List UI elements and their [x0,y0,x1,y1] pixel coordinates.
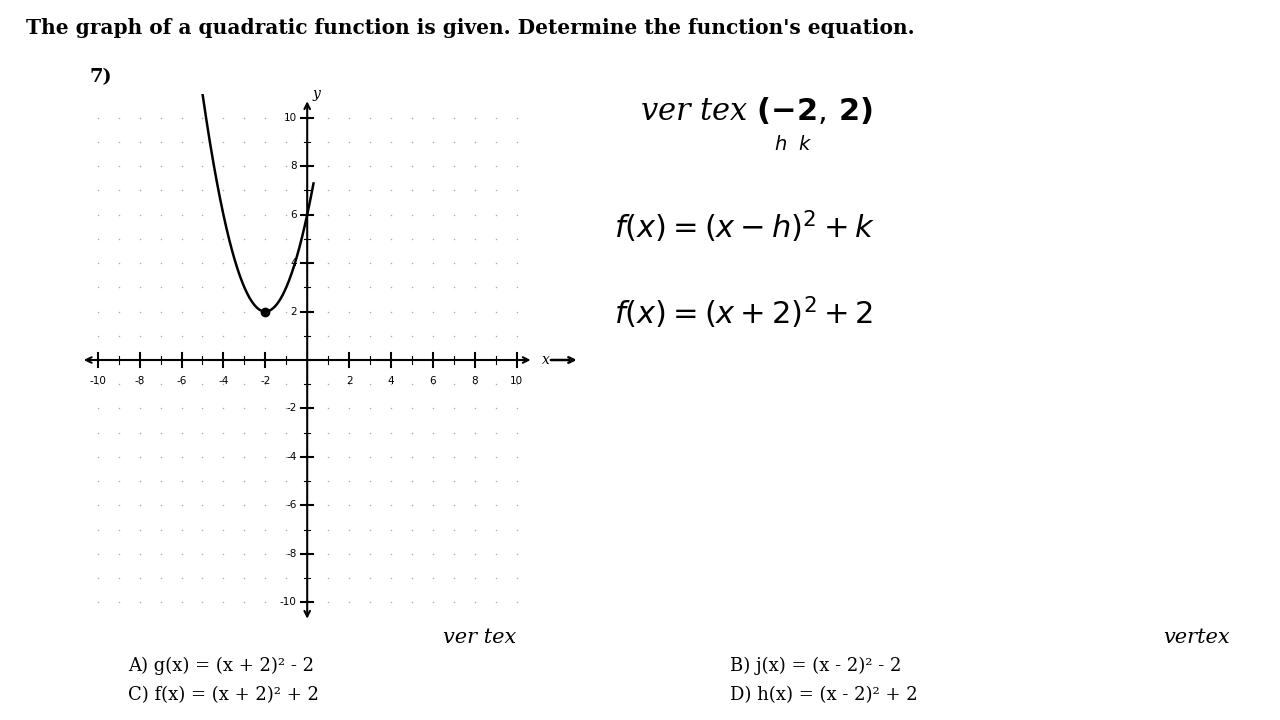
Text: -4: -4 [287,452,297,462]
Text: $f(x) = (x-h)^2 + k$: $f(x) = (x-h)^2 + k$ [614,209,876,245]
Text: A) g(x) = (x + 2)² - 2: A) g(x) = (x + 2)² - 2 [128,657,314,675]
Text: 6: 6 [291,210,297,220]
Text: $h$  $k$: $h$ $k$ [774,135,813,153]
Text: ver tex $\boldsymbol{(-2,\,2)}$: ver tex $\boldsymbol{(-2,\,2)}$ [640,96,873,127]
Text: $f(x) = (x+2)^2 + 2$: $f(x) = (x+2)^2 + 2$ [614,295,874,331]
Text: 7): 7) [90,68,113,86]
Text: 2: 2 [291,307,297,317]
Text: y: y [312,86,320,101]
Text: -8: -8 [287,549,297,559]
Text: -10: -10 [280,597,297,607]
Text: ver tex: ver tex [443,628,517,647]
Text: 8: 8 [471,376,477,386]
Text: 4: 4 [291,258,297,268]
Text: x: x [541,353,549,367]
Text: vertex: vertex [1164,628,1230,647]
Text: 10: 10 [511,376,524,386]
Text: 6: 6 [430,376,436,386]
Text: -2: -2 [287,403,297,413]
Text: -6: -6 [287,500,297,510]
Text: 4: 4 [388,376,394,386]
Text: 8: 8 [291,161,297,171]
Text: -4: -4 [218,376,229,386]
Text: 2: 2 [346,376,352,386]
Text: -8: -8 [134,376,145,386]
Text: B) j(x) = (x - 2)² - 2: B) j(x) = (x - 2)² - 2 [730,657,901,675]
Text: -10: -10 [90,376,106,386]
Text: C) f(x) = (x + 2)² + 2: C) f(x) = (x + 2)² + 2 [128,685,319,704]
Text: D) h(x) = (x - 2)² + 2: D) h(x) = (x - 2)² + 2 [730,685,918,704]
Text: -6: -6 [177,376,187,386]
Text: -2: -2 [260,376,270,386]
Text: 10: 10 [284,113,297,123]
Text: The graph of a quadratic function is given. Determine the function's equation.: The graph of a quadratic function is giv… [26,18,914,38]
